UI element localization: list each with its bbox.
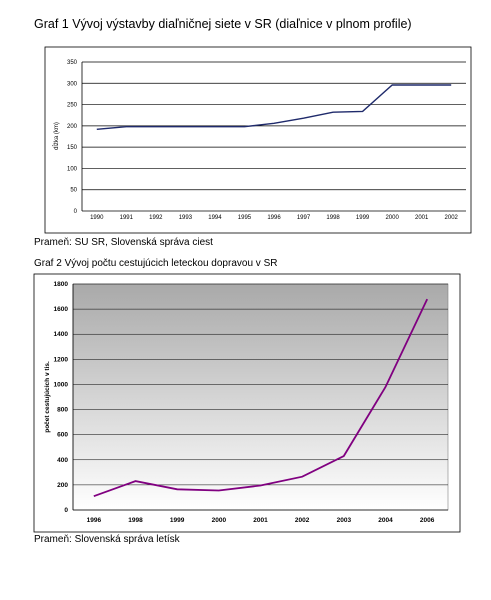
chart1-x-tick-label: 1990 (90, 215, 104, 221)
chart2-x-tick-label: 2002 (295, 517, 310, 524)
chart2-y-axis-label: počet cestujúcich v tis. (44, 361, 51, 433)
chart1-y-tick-label: 100 (67, 166, 78, 172)
chart2-x-tick-label: 1999 (170, 517, 185, 524)
chart2-y-tick-label: 200 (57, 482, 68, 489)
chart1-x-tick-label: 1991 (120, 215, 134, 221)
chart2-y-tick-label: 1400 (54, 331, 69, 338)
chart1-y-tick-label: 350 (67, 60, 78, 66)
chart2-series-line (93, 298, 429, 498)
chart2-title: Graf 2 Vývoj počtu cestujúcich leteckou … (34, 258, 278, 269)
chart2-y-tick-label: 600 (57, 432, 68, 439)
chart2-x-tick-label: 2003 (337, 517, 352, 524)
chart2-source: Prameň: Slovenská správa letísk (34, 534, 180, 545)
chart2-y-tick-label: 800 (57, 407, 68, 414)
chart1-x-tick-label: 1997 (297, 215, 311, 221)
chart1-x-tick-label: 1996 (267, 215, 281, 221)
chart2-y-tick-label: 400 (57, 457, 68, 464)
chart2-x-tick-label: 1998 (128, 517, 143, 524)
chart1-y-axis-label: dĺžka (km) (53, 122, 60, 150)
chart2-x-tick-label: 2006 (420, 517, 435, 524)
chart2-y-tick-label: 1800 (54, 281, 69, 288)
chart1-y-tick-label: 300 (67, 81, 78, 87)
chart2-x-tick-label: 2000 (212, 517, 227, 524)
chart1-series-line (96, 84, 452, 130)
chart1-title: Graf 1 Vývoj výstavby diaľničnej siete v… (34, 17, 412, 31)
chart2-x-tick-label: 2001 (253, 517, 268, 524)
chart1-source: Prameň: SU SR, Slovenská správa ciest (34, 237, 213, 248)
chart1-y-tick-label: 50 (70, 188, 77, 194)
chart1-x-tick-label: 2000 (385, 215, 399, 221)
chart1-x-tick-label: 1993 (179, 215, 193, 221)
chart1-y-tick-label: 200 (67, 124, 78, 130)
chart1-x-tick-label: 1994 (208, 215, 222, 221)
chart1-x-tick-label: 1995 (238, 215, 252, 221)
chart1-frame (44, 46, 472, 234)
chart2-y-tick-label: 1000 (54, 381, 69, 388)
chart1-y-tick-label: 0 (74, 209, 78, 215)
chart1-x-tick-label: 2002 (445, 215, 459, 221)
chart1-x-tick-label: 2001 (415, 215, 429, 221)
chart2-y-tick-label: 1600 (54, 306, 69, 313)
chart1-y-tick-label: 150 (67, 145, 78, 151)
chart2-plot-area (72, 283, 449, 511)
chart2-x-tick-label: 1996 (87, 517, 102, 524)
chart1-x-tick-label: 1998 (326, 215, 340, 221)
chart1-x-tick-label: 1992 (149, 215, 163, 221)
chart2-x-tick-label: 2004 (378, 517, 393, 524)
chart2-y-tick-label: 1200 (54, 356, 69, 363)
chart2-y-tick-label: 0 (64, 507, 68, 514)
chart1-y-tick-label: 250 (67, 103, 78, 109)
chart1-x-tick-label: 1999 (356, 215, 370, 221)
